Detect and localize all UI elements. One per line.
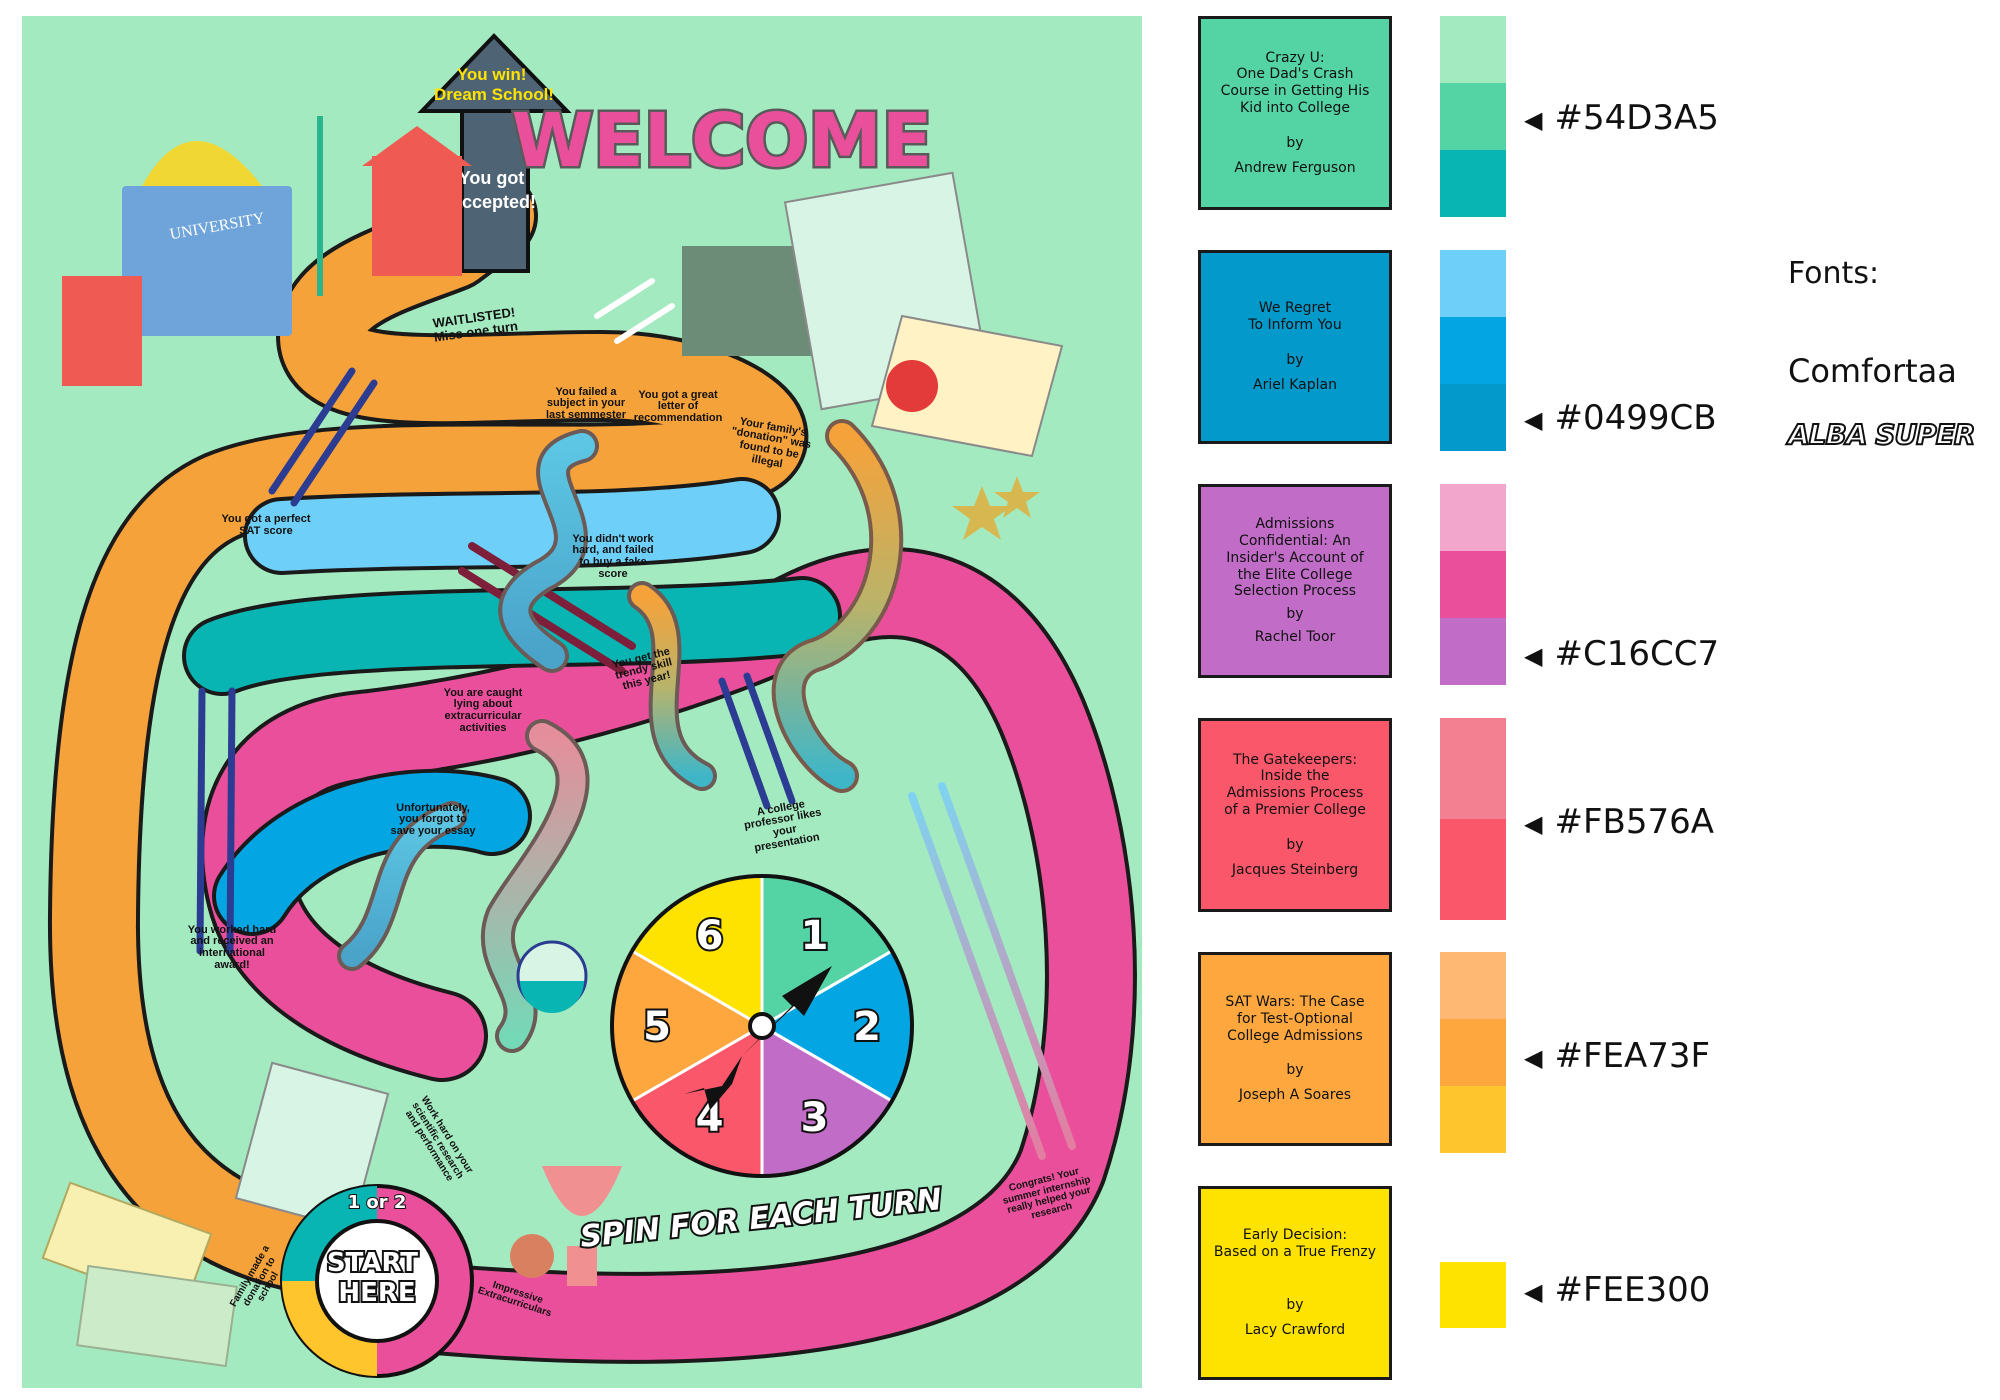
font-alba-super: ALBA SUPER <box>1787 417 1976 452</box>
ladders <box>196 278 1076 1160</box>
book-card-gatekeepers: The Gatekeepers: Inside the Admissions P… <box>1198 718 1392 912</box>
ladder-4 <box>908 782 1076 1160</box>
book-title: The Gatekeepers: Inside the Admissions P… <box>1224 751 1366 818</box>
book-title: Crazy U: One Dad's Crash Course in Getti… <box>1220 49 1370 116</box>
start-ring-label: 1 or 2 <box>348 1192 407 1213</box>
book-by: by <box>1286 352 1304 368</box>
board-art: You win! Dream School! You got accepted!… <box>22 16 1142 1388</box>
color-swatch <box>1440 1019 1506 1086</box>
color-swatch <box>1440 718 1506 819</box>
spinner-number: 1 <box>801 913 829 959</box>
color-swatch <box>1440 618 1506 685</box>
star-icons <box>952 476 1040 540</box>
start-button[interactable] <box>280 1184 474 1378</box>
trophy-icon <box>510 1166 622 1286</box>
ladder-1 <box>268 367 378 507</box>
color-swatch <box>1440 1262 1506 1328</box>
ladder-3 <box>458 542 636 675</box>
book-by: by <box>1286 836 1304 853</box>
tile-forgot-essay: Unfortunately, you forgot to save your e… <box>390 801 476 837</box>
hex-label-blue: ◀ #0499CB <box>1524 398 1717 438</box>
tile-great-letter: You got a great letter of recommendation <box>633 388 723 424</box>
color-swatch <box>1440 250 1506 317</box>
book-title: SAT Wars: The Case for Test-Optional Col… <box>1225 994 1365 1044</box>
spinner-arrow[interactable] <box>684 966 832 1110</box>
color-swatch <box>1440 952 1506 1019</box>
ladder-5 <box>718 672 796 810</box>
book-author: Ariel Kaplan <box>1253 376 1337 393</box>
book-card-sat-wars: SAT Wars: The Case for Test-Optional Col… <box>1198 952 1392 1146</box>
book-title: Admissions Confidential: An Insider's Ac… <box>1226 516 1364 600</box>
color-swatch <box>1440 83 1506 150</box>
color-swatch <box>1440 484 1506 551</box>
tile-caught-lying: You are caught lying about extracurricul… <box>443 686 523 734</box>
goal-win-text: You win! Dream School! <box>434 65 554 104</box>
hex-label-red: ◀ #FB576A <box>1524 802 1714 842</box>
book-author: Joseph A Soares <box>1238 1087 1352 1104</box>
tile-failed-subject: You failed a subject in your last semmes… <box>545 385 627 421</box>
color-swatch <box>1440 1086 1506 1153</box>
book-by: by <box>1286 1297 1304 1313</box>
spinner-number: 2 <box>853 1004 881 1050</box>
goal-arrow <box>417 33 572 273</box>
book-author: Rachel Toor <box>1254 628 1336 645</box>
color-swatch <box>1440 16 1506 83</box>
game-board: You win! Dream School! You got accepted!… <box>22 16 1142 1388</box>
book-by: by <box>1286 134 1304 151</box>
book-title: We Regret To Inform You <box>1248 300 1342 334</box>
letter-icon <box>783 171 1064 458</box>
hex-label-yellow: ◀ #FEE300 <box>1524 1270 1711 1310</box>
font-comfortaa: Comfortaa <box>1788 352 1957 390</box>
hex-label-orange: ◀ #FEA73F <box>1524 1036 1711 1076</box>
spinner-hub <box>748 1012 776 1040</box>
color-swatch <box>1440 150 1506 217</box>
hex-label-green: ◀ #54D3A5 <box>1524 98 1719 138</box>
color-swatch <box>1440 317 1506 384</box>
goal-accepted-text: You got accepted! <box>452 168 536 212</box>
tile-professor-likes: A college professor likes your presentat… <box>743 798 823 854</box>
flask-icon <box>516 940 588 1013</box>
tile-international-award: You worked hard and received an internat… <box>187 923 277 971</box>
book-card-crazy-u: Crazy U: One Dad's Crash Course in Getti… <box>1198 16 1392 210</box>
book-by: by <box>1286 606 1304 623</box>
ladder-6 <box>594 278 675 344</box>
university-icon <box>62 116 472 386</box>
spinner-rim <box>610 874 914 1178</box>
slides <box>337 419 904 1053</box>
paper-icon <box>234 1061 390 1231</box>
book-author: Jacques Steinberg <box>1231 861 1359 878</box>
color-swatch <box>1440 551 1506 618</box>
spinner-number: 5 <box>643 1004 671 1050</box>
color-swatch <box>1440 818 1506 920</box>
ladder-2 <box>196 687 236 955</box>
tile-fake-score: You didn't work hard, and failed to buy … <box>572 532 654 580</box>
color-swatch <box>1440 384 1506 451</box>
money-icon <box>41 1181 238 1368</box>
spinner-number: 3 <box>801 1095 829 1141</box>
fonts-label: Fonts: <box>1788 256 1880 291</box>
welcome-title: WELCOME <box>512 98 933 184</box>
start-label: START HERE <box>327 1248 427 1308</box>
tile-perfect-sat: You got a perfect SAT score <box>221 513 311 537</box>
book-card-admissions-confidential: Admissions Confidential: An Insider's Ac… <box>1198 484 1392 678</box>
book-card-early-decision: Early Decision: Based on a True Frenzy b… <box>1198 1186 1392 1380</box>
book-author: Lacy Crawford <box>1244 1321 1346 1338</box>
book-by: by <box>1286 1062 1304 1079</box>
hex-label-purple: ◀ #C16CC7 <box>1524 634 1720 674</box>
book-card-we-regret: We Regret To Inform You by Ariel Kaplan <box>1198 250 1392 444</box>
book-title: Early Decision: Based on a True Frenzy <box>1213 1227 1377 1261</box>
book-author: Andrew Ferguson <box>1234 159 1356 176</box>
spinner-number: 6 <box>696 913 724 959</box>
